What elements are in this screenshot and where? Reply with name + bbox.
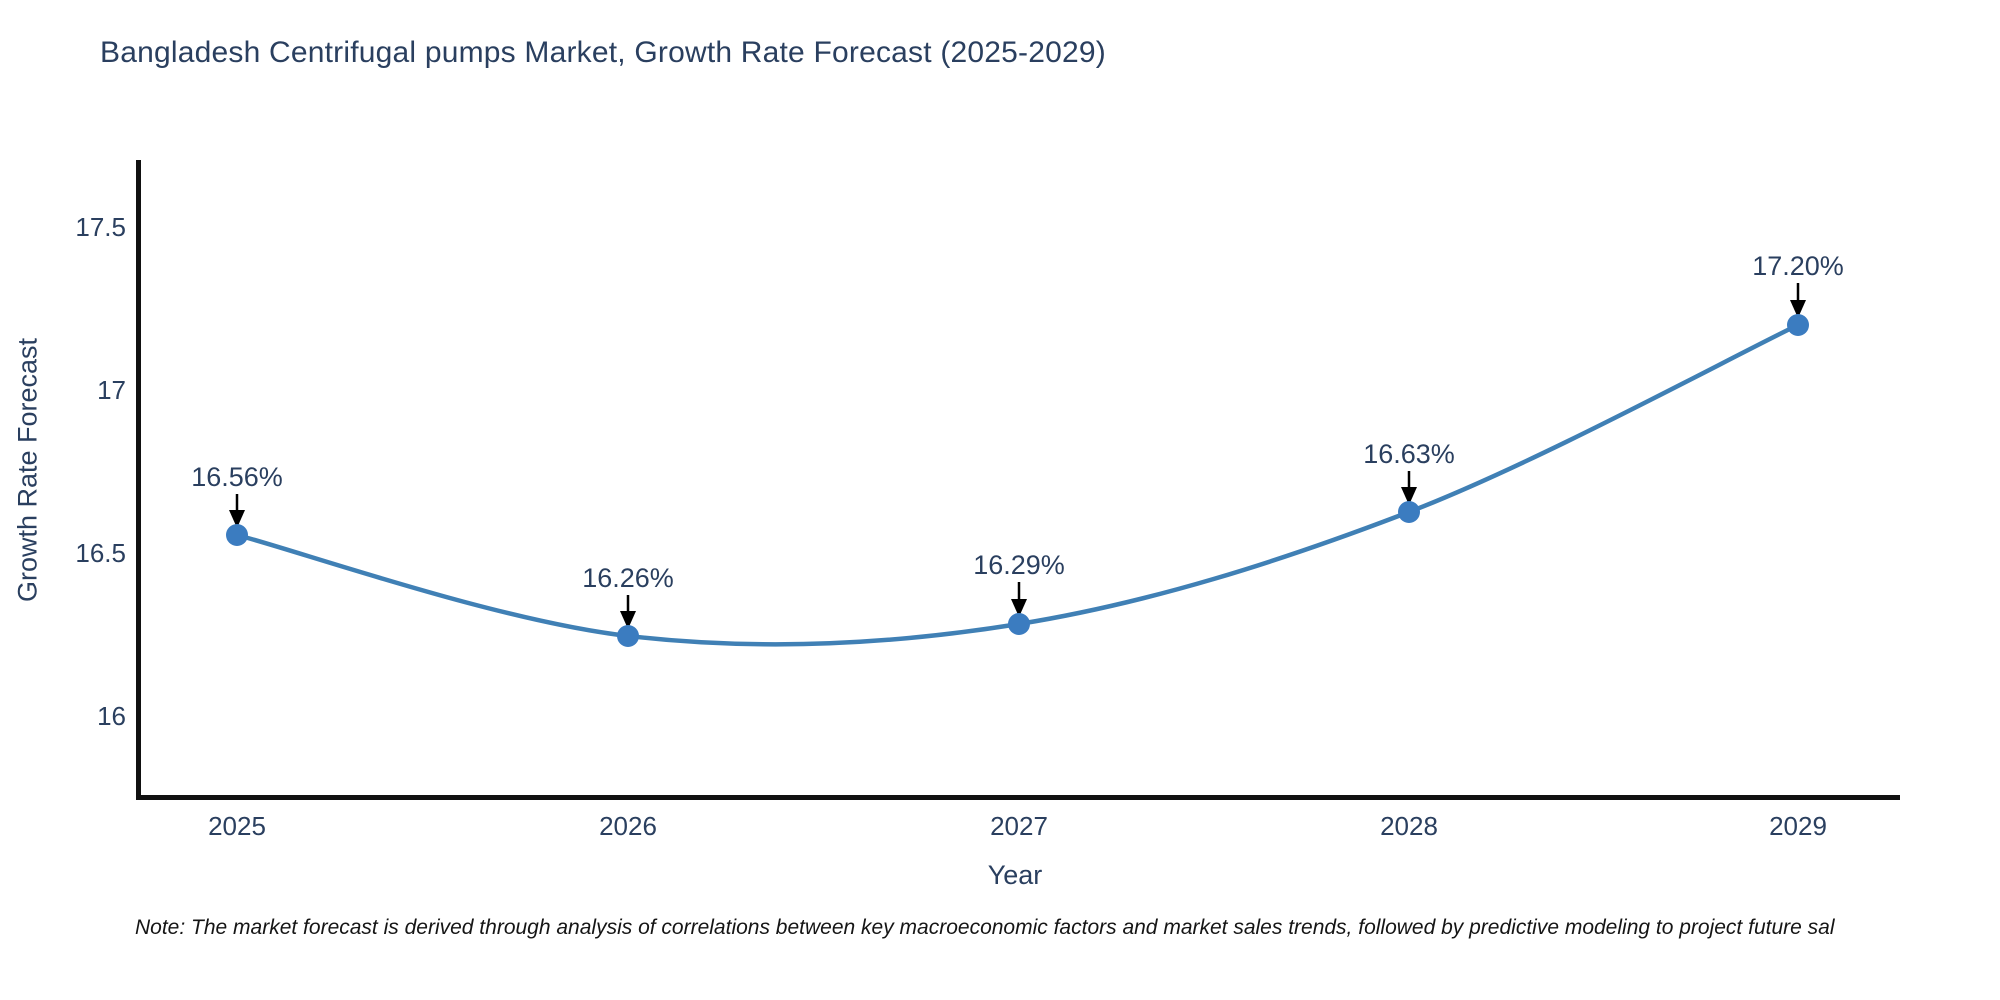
annotation-2027: 16.29% [973, 550, 1065, 580]
data-point-2025[interactable] [226, 524, 248, 546]
data-point-2028[interactable] [1398, 501, 1420, 523]
plot-area[interactable] [136, 160, 1900, 800]
annotation-2029: 17.20% [1752, 251, 1844, 281]
data-point-2027[interactable] [1008, 613, 1030, 635]
chart-title: Bangladesh Centrifugal pumps Market, Gro… [100, 36, 1106, 69]
annotation-2025: 16.56% [191, 462, 283, 492]
y-tick-16: 16 [97, 701, 126, 731]
x-tick-2029: 2029 [1769, 811, 1827, 841]
x-axis-title: Year [987, 860, 1043, 890]
data-point-2029[interactable] [1787, 314, 1809, 336]
x-tick-2027: 2027 [990, 811, 1048, 841]
footnote: Note: The market forecast is derived thr… [135, 916, 1835, 939]
y-tick-17-5: 17.5 [75, 212, 126, 242]
y-tick-17: 17 [97, 375, 126, 405]
x-tick-2025: 2025 [208, 811, 266, 841]
x-tick-2028: 2028 [1380, 811, 1438, 841]
y-tick-16-5: 16.5 [75, 538, 126, 568]
x-tick-2026: 2026 [599, 811, 657, 841]
data-point-2026[interactable] [617, 625, 639, 647]
annotation-2028: 16.63% [1363, 439, 1455, 469]
annotation-2026: 16.26% [582, 563, 674, 593]
